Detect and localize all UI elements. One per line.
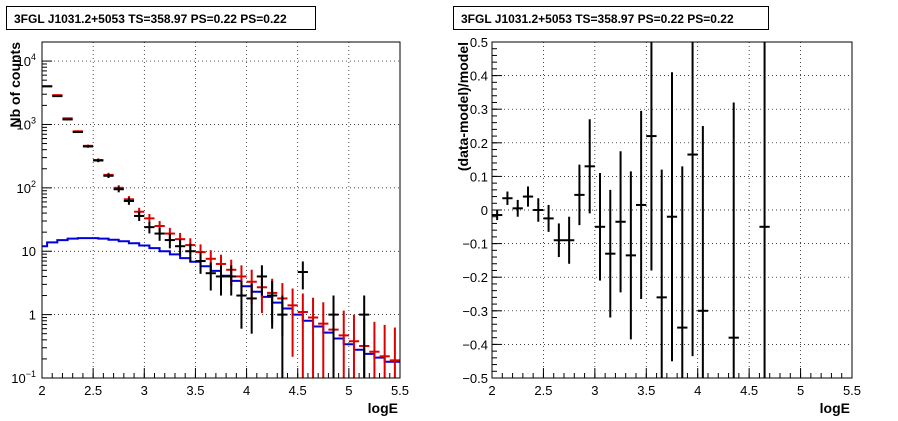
x-tick-label: 4: [694, 383, 701, 398]
y-tick-base: 10: [11, 371, 25, 386]
x-tick-label: 3: [141, 383, 148, 398]
y-tick-label: 0.4: [470, 69, 488, 84]
x-tick-label: 2: [38, 383, 45, 398]
y-tick-label: 0.5: [470, 35, 488, 50]
x-tick-label: 3: [591, 383, 598, 398]
y-tick-label: 10−1: [11, 369, 36, 386]
y-axis-label: (data-model)/model: [455, 42, 471, 171]
y-tick-label: 103: [17, 115, 36, 132]
y-tick-label: −0.2: [462, 270, 488, 285]
plot-frame: [41, 41, 401, 379]
x-tick-label: 3.5: [186, 383, 204, 398]
y-tick-label: 102: [17, 179, 36, 196]
y-axis-label: Nb of counts: [7, 42, 23, 128]
plot-frame-bg: [42, 42, 400, 378]
x-tick-label: 5.5: [391, 383, 409, 398]
y-tick-label: −0.4: [462, 337, 488, 352]
x-tick-label: 3.5: [637, 383, 655, 398]
y-tick-base: 10: [17, 54, 31, 69]
x-tick-label: 5: [345, 383, 352, 398]
y-tick-label: 0.2: [470, 136, 488, 151]
y-tick-label: 0: [481, 203, 488, 218]
x-tick-label: 2.5: [534, 383, 552, 398]
x-axis-label: logE: [820, 400, 850, 416]
x-tick-label: 5: [797, 383, 804, 398]
x-tick-label: 2: [488, 383, 495, 398]
y-tick-label: 10: [22, 244, 36, 259]
y-tick-label: 1: [29, 308, 36, 323]
y-tick-label: 0.3: [470, 102, 488, 117]
y-tick-base: 10: [17, 181, 31, 196]
x-tick-label: 4: [243, 383, 250, 398]
y-tick-label: −0.1: [462, 237, 488, 252]
plot-frame: [491, 41, 853, 379]
x-tick-label: 4.5: [740, 383, 758, 398]
y-tick-exponent: 2: [31, 179, 36, 189]
y-tick-base: 10: [17, 117, 31, 132]
y-tick-exponent: 4: [31, 52, 36, 62]
y-tick-exponent: −1: [26, 369, 36, 379]
right-plot-title: 3FGL J1031.2+5053 TS=358.97 PS=0.22 PS=0…: [453, 6, 769, 30]
x-tick-label: 4.5: [289, 383, 307, 398]
left-plot-title: 3FGL J1031.2+5053 TS=358.97 PS=0.22 PS=0…: [6, 6, 316, 30]
y-tick-exponent: 3: [31, 115, 36, 125]
y-tick-label: 104: [17, 52, 36, 69]
y-tick-label: −0.5: [462, 371, 488, 386]
x-tick-label: 5.5: [843, 383, 861, 398]
x-tick-label: 2.5: [84, 383, 102, 398]
x-axis-label: logE: [368, 400, 398, 416]
y-tick-label: −0.3: [462, 304, 488, 319]
residual-plot: 2 2.5 3 3.5 4 4.5 5 5.5 −0.5 −0.4 −0.3 −0.2 −0.1 0 0.1…: [455, 35, 861, 416]
y-tick-label: 0.1: [470, 169, 488, 184]
